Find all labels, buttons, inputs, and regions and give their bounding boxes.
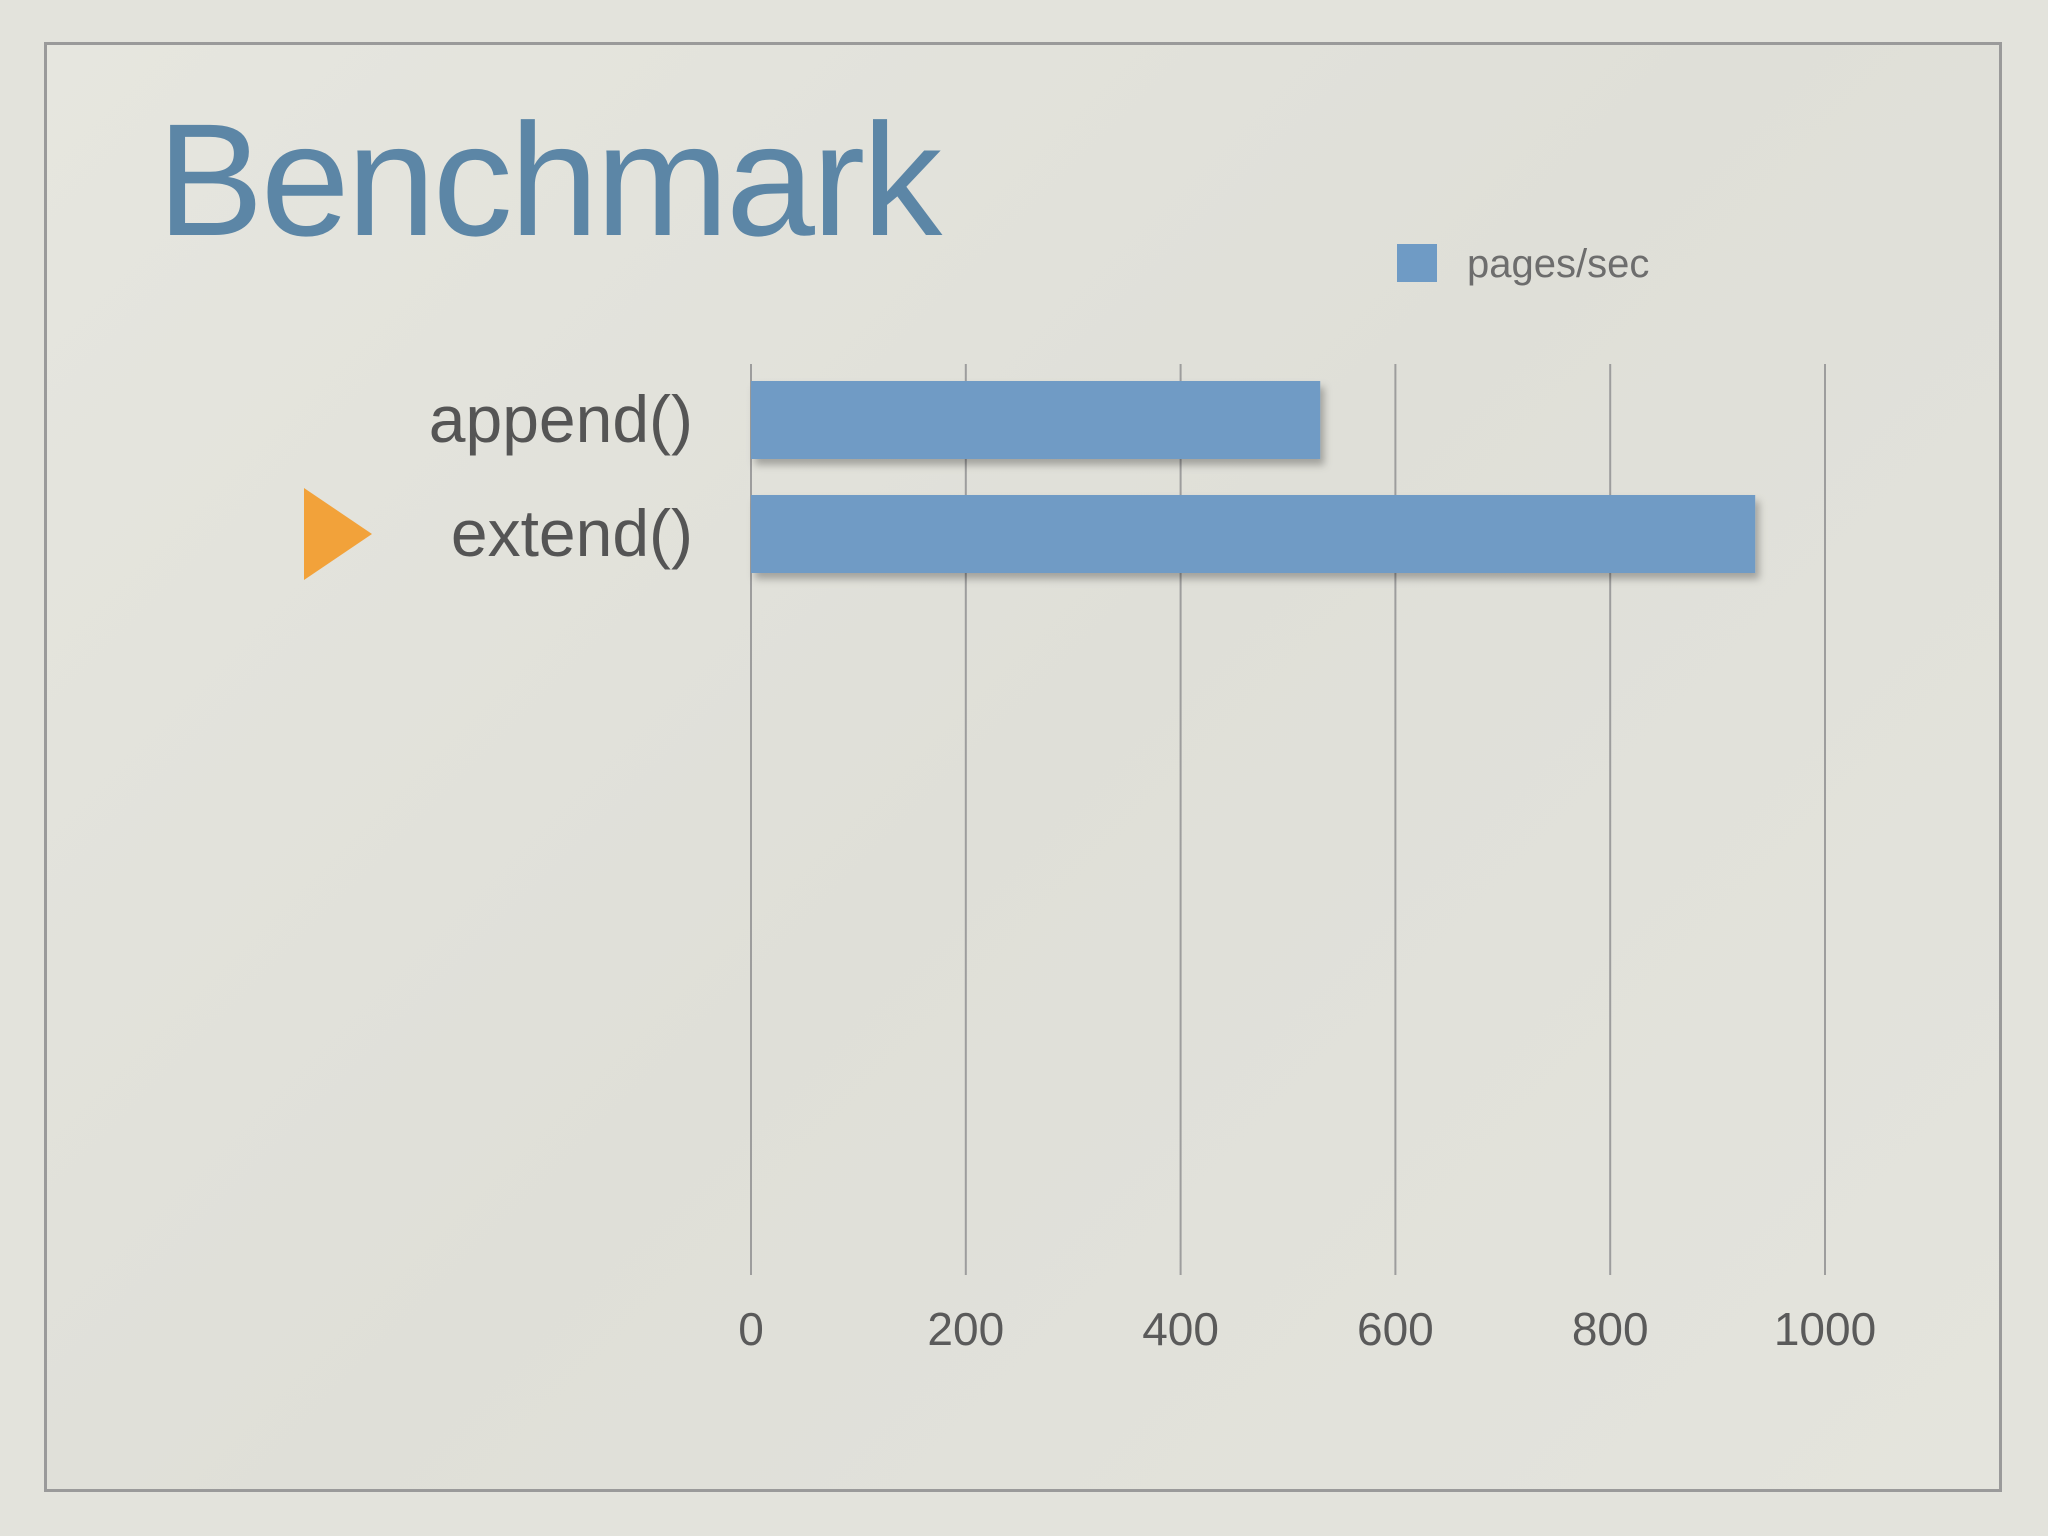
bars — [751, 381, 1756, 573]
category-label: append() — [429, 382, 693, 456]
x-tick-label: 400 — [1142, 1303, 1219, 1355]
category-labels: append() extend() — [429, 382, 693, 570]
x-tick-labels: 0 200 400 600 800 1000 — [738, 1303, 1876, 1355]
legend-swatch — [1397, 244, 1437, 282]
bar-append — [751, 381, 1321, 459]
slide-title: Benchmark — [157, 90, 942, 269]
x-tick-label: 0 — [738, 1303, 764, 1355]
x-tick-label: 1000 — [1774, 1303, 1876, 1355]
category-label: extend() — [451, 496, 693, 570]
pointer-triangle-icon — [304, 488, 372, 580]
slide-frame — [44, 42, 2002, 1492]
x-tick-label: 800 — [1572, 1303, 1649, 1355]
x-tick-label: 200 — [927, 1303, 1004, 1355]
pointer — [304, 488, 372, 580]
legend: pages/sec — [1397, 242, 1649, 286]
legend-label: pages/sec — [1467, 242, 1649, 286]
x-tick-label: 600 — [1357, 1303, 1434, 1355]
bar-extend — [751, 495, 1756, 573]
